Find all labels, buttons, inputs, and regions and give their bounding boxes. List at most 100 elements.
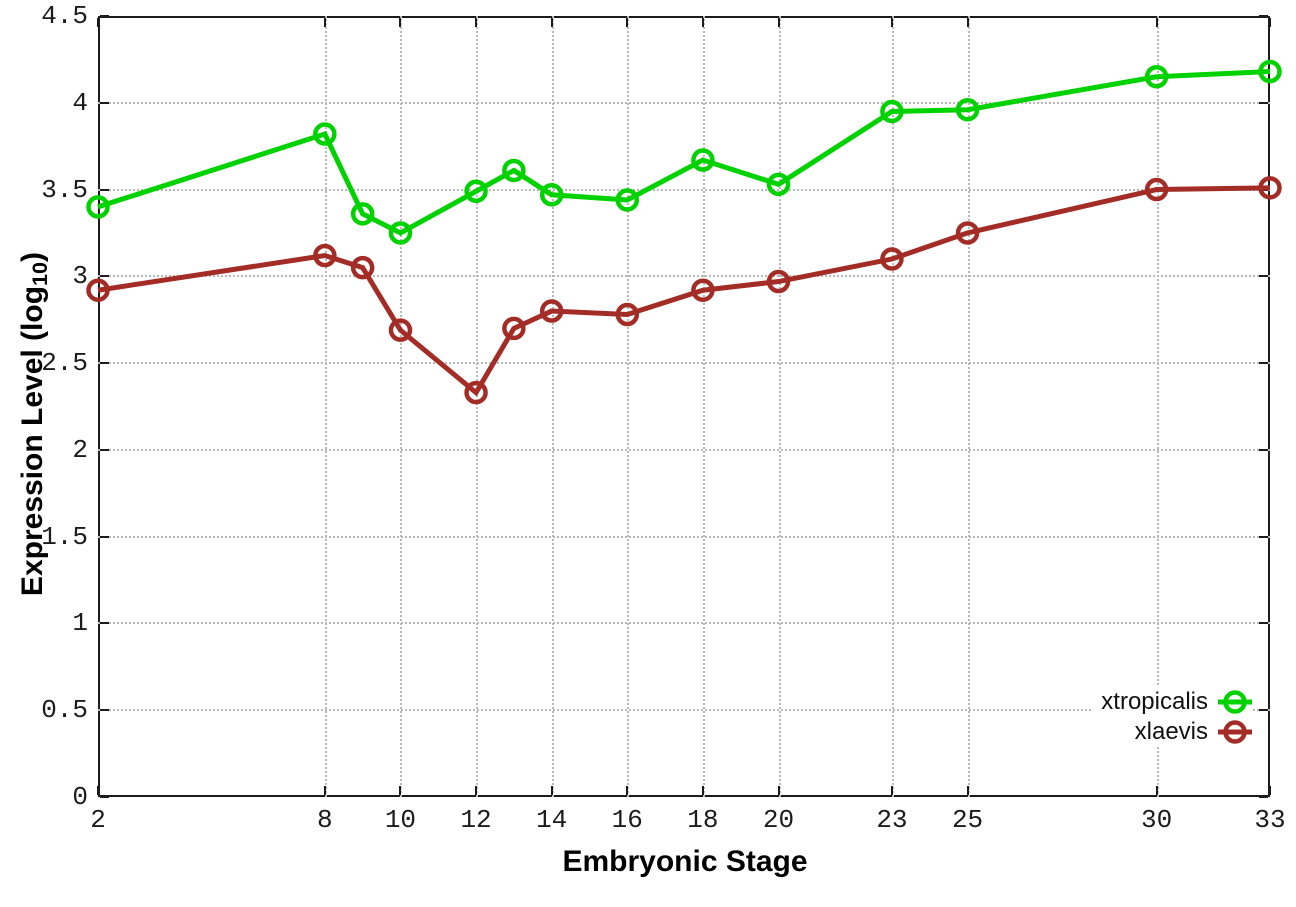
point-xtropicalis-stage-13 <box>502 158 526 183</box>
gridline-y-4 <box>98 101 1270 104</box>
tick-y-1-right <box>1259 622 1268 625</box>
tick-x-8-top <box>323 18 326 27</box>
y-tick-label-0: 0 <box>72 782 88 812</box>
point-xlaevis-stage-2 <box>86 278 110 302</box>
point-xtropicalis-stage-25 <box>955 97 980 122</box>
tick-x-18-top <box>701 18 704 27</box>
tick-y-4.5-right <box>1259 15 1268 17</box>
point-xlaevis-stage-10 <box>388 318 413 342</box>
tick-x-25-top <box>966 18 969 27</box>
tick-y-2-right <box>1259 448 1268 451</box>
tick-y-3.5-left <box>100 188 109 191</box>
legend-label-xlaevis: xlaevis <box>1134 718 1208 745</box>
x-tick-label-30: 30 <box>1140 805 1173 835</box>
x-tick-label-20: 20 <box>762 805 795 835</box>
tick-x-30-top <box>1155 18 1158 27</box>
point-xlaevis-stage-8 <box>313 243 337 268</box>
y-tick-label-2.5: 2.5 <box>41 348 88 379</box>
tick-y-3-left <box>100 275 109 278</box>
tick-y-1-left <box>100 622 109 625</box>
point-xtropicalis-stage-18 <box>691 148 715 172</box>
point-xlaevis-stage-14 <box>539 299 564 323</box>
gridline-y-1.5 <box>98 535 1270 538</box>
plot-border <box>98 16 1270 797</box>
point-xlaevis-stage-12 <box>464 380 488 405</box>
tick-y-0.5-right <box>1259 709 1268 712</box>
tick-x-33-top <box>1269 18 1271 27</box>
tick-y-2.5-right <box>1259 362 1268 365</box>
tick-x-2-top <box>97 18 99 27</box>
tick-x-20-top <box>777 18 780 27</box>
point-xtropicalis-stage-14 <box>539 183 564 207</box>
legend: xtropicalis xlaevis <box>1091 687 1253 747</box>
legend-row-xtropicalis: xtropicalis <box>1101 687 1253 717</box>
y-axis-title-subscript: 10 <box>26 261 52 286</box>
point-xlaevis-stage-16 <box>615 302 640 327</box>
tick-y-0-left <box>100 796 109 798</box>
tick-y-2-left <box>100 448 109 451</box>
y-tick-label-2: 2 <box>72 434 88 465</box>
gridline-x-14 <box>551 16 554 797</box>
point-xlaevis-stage-20 <box>766 269 791 294</box>
point-xlaevis-stage-25 <box>955 221 980 245</box>
y-tick-label-0.5: 0.5 <box>41 695 88 726</box>
x-axis-title: Embryonic Stage <box>562 845 808 878</box>
point-xlaevis-stage-30 <box>1144 177 1169 202</box>
tick-y-4-left <box>100 101 109 104</box>
point-xtropicalis-stage-10 <box>388 221 413 245</box>
tick-x-23-bottom <box>890 786 893 795</box>
gridline-x-10 <box>400 16 403 797</box>
series-line-xlaevis <box>97 185 1271 397</box>
tick-x-10-top <box>399 18 402 27</box>
point-xtropicalis-stage-8 <box>313 122 337 146</box>
gridline-x-20 <box>778 16 781 797</box>
x-tick-label-16: 16 <box>611 805 643 835</box>
point-xtropicalis-stage-9 <box>350 202 375 226</box>
gridline-x-8 <box>324 16 327 797</box>
tick-x-16-bottom <box>626 786 629 795</box>
point-xtropicalis-stage-20 <box>766 172 791 197</box>
tick-x-25-bottom <box>966 786 969 795</box>
tick-y-4-right <box>1259 101 1268 104</box>
tick-x-8-bottom <box>323 786 326 795</box>
tick-x-18-bottom <box>701 786 704 795</box>
gridline-y-1 <box>98 622 1270 625</box>
point-xtropicalis-stage-33 <box>1258 59 1282 84</box>
xtropicalis-line-marker-icon <box>1218 690 1252 714</box>
gridline-x-16 <box>627 16 630 797</box>
tick-y-4.5-left <box>100 15 109 17</box>
point-xlaevis-stage-33 <box>1258 176 1282 200</box>
tick-x-33-bottom <box>1269 786 1271 795</box>
y-tick-label-3.5: 3.5 <box>41 174 88 205</box>
y-axis-title-close: ) <box>16 251 49 262</box>
y-axis-title-text: Expression Level (log <box>16 285 49 597</box>
x-tick-label-2: 2 <box>90 805 106 835</box>
x-tick-label-18: 18 <box>687 805 719 835</box>
xlaevis-line-marker-icon <box>1218 720 1252 744</box>
tick-x-20-bottom <box>777 786 780 795</box>
x-tick-label-10: 10 <box>384 805 417 835</box>
tick-x-30-bottom <box>1155 786 1158 795</box>
x-tick-label-25: 25 <box>951 805 984 835</box>
tick-y-0-right <box>1259 796 1268 798</box>
gridline-y-3.5 <box>98 188 1270 191</box>
point-xtropicalis-stage-12 <box>464 179 488 204</box>
gridline-x-12 <box>476 16 479 797</box>
legend-label-xtropicalis: xtropicalis <box>1101 688 1208 715</box>
tick-x-12-bottom <box>475 786 478 795</box>
gridline-x-25 <box>967 16 970 797</box>
tick-x-12-top <box>475 18 478 27</box>
y-axis-title: Expression Level (log10) <box>16 251 52 597</box>
gridline-y-0.5 <box>98 709 1270 712</box>
tick-y-2.5-left <box>100 362 109 365</box>
tick-x-23-top <box>890 18 893 27</box>
point-xtropicalis-stage-30 <box>1144 64 1169 89</box>
y-tick-label-1: 1 <box>72 608 88 639</box>
series-line-xtropicalis <box>97 69 1271 236</box>
point-xtropicalis-stage-23 <box>880 99 904 124</box>
tick-y-1.5-right <box>1259 535 1268 538</box>
gridline-y-2.5 <box>98 362 1270 365</box>
x-tick-label-23: 23 <box>876 805 908 835</box>
